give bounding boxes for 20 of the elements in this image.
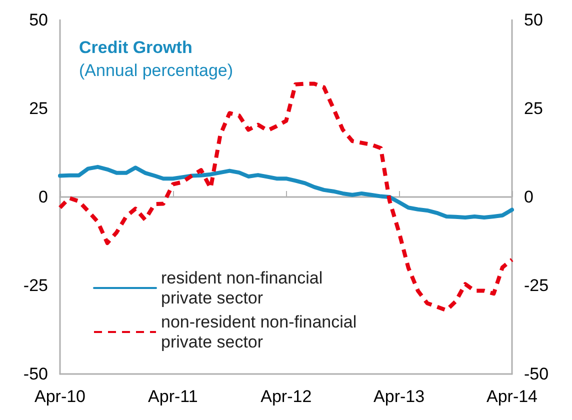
y-tick-label: 0 <box>38 188 48 206</box>
legend-label: non-resident non-financial private sector <box>161 312 366 352</box>
y2-tick-label: -50 <box>524 364 549 384</box>
text: (Annual percentage) <box>79 61 234 80</box>
x-tick-label: Apr-12 <box>260 387 312 406</box>
y2-tick-label: -25 <box>524 276 549 295</box>
line-series <box>58 164 514 220</box>
y-tick-label: 25 <box>29 99 48 118</box>
y-tick-label: 50 <box>29 10 48 30</box>
x-tick-label: Apr-14 <box>486 387 538 406</box>
y2-tick-label: 50 <box>524 10 543 30</box>
line-series <box>58 82 514 312</box>
y2-tick-label: 25 <box>524 99 543 118</box>
x-tick-label: Apr-13 <box>374 387 425 406</box>
y-tick-label: -25 <box>23 276 48 295</box>
y-tick-label: -50 <box>23 364 48 384</box>
text: Credit Growth <box>79 38 192 57</box>
x-tick-label: Apr-10 <box>34 387 86 406</box>
y2-tick-label: 0 <box>524 188 534 206</box>
x-tick-label: Apr-11 <box>148 387 198 406</box>
